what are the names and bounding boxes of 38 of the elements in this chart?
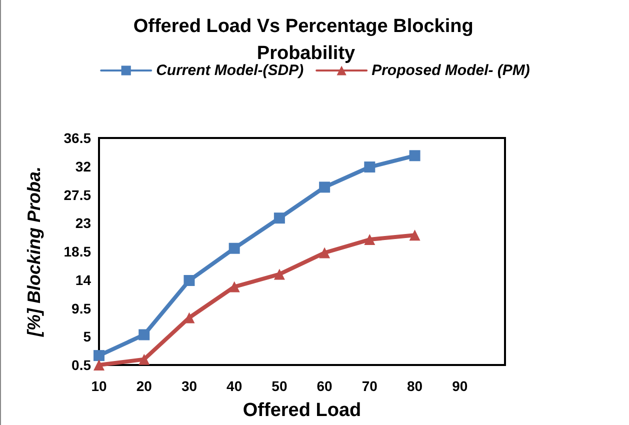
x-tick-label: 10: [91, 378, 107, 394]
point: [319, 247, 330, 258]
y-tick-label: 23: [75, 215, 92, 232]
x-axis-title: Offered Load: [242, 400, 362, 421]
point: [228, 281, 240, 292]
y-tick-label: 32: [75, 158, 92, 174]
y-axis-title: [%] Blocking Proba.: [24, 166, 44, 338]
legend-label: Proposed Model- (PM): [372, 62, 530, 79]
y-tick-label: 9.5: [72, 300, 92, 316]
point: [94, 350, 104, 362]
y-tick-label: 14: [75, 272, 92, 288]
point: [319, 182, 330, 193]
x-tick-label: 30: [181, 378, 198, 394]
x-tick-label: 70: [362, 378, 378, 394]
x-tick-label: 40: [226, 378, 242, 394]
x-tick-label: 60: [316, 378, 333, 394]
y-tick-label: 18.5: [64, 244, 92, 260]
point: [94, 360, 104, 370]
x-tick-label: 20: [136, 378, 152, 394]
point: [409, 150, 420, 162]
y-tick-label: 36.5: [64, 130, 92, 146]
point: [274, 268, 285, 280]
point: [274, 212, 285, 224]
point: [228, 242, 240, 254]
y-tick-label: 0.5: [72, 357, 92, 373]
point: [364, 234, 376, 246]
y-tick-label: 5: [83, 328, 92, 345]
point: [364, 162, 376, 173]
x-tick-label: 80: [406, 378, 423, 394]
point: [409, 230, 420, 241]
point: [138, 329, 150, 340]
chart-title: Offered Load Vs Percentage Blocking Probability: [133, 16, 479, 64]
legend-label: Current Model-(SDP): [156, 62, 304, 79]
x-tick-label: 50: [272, 378, 288, 394]
point: [138, 354, 150, 365]
y-tick-label: 27.5: [64, 186, 92, 203]
point: [184, 275, 195, 286]
x-tick-label: 90: [452, 378, 468, 394]
